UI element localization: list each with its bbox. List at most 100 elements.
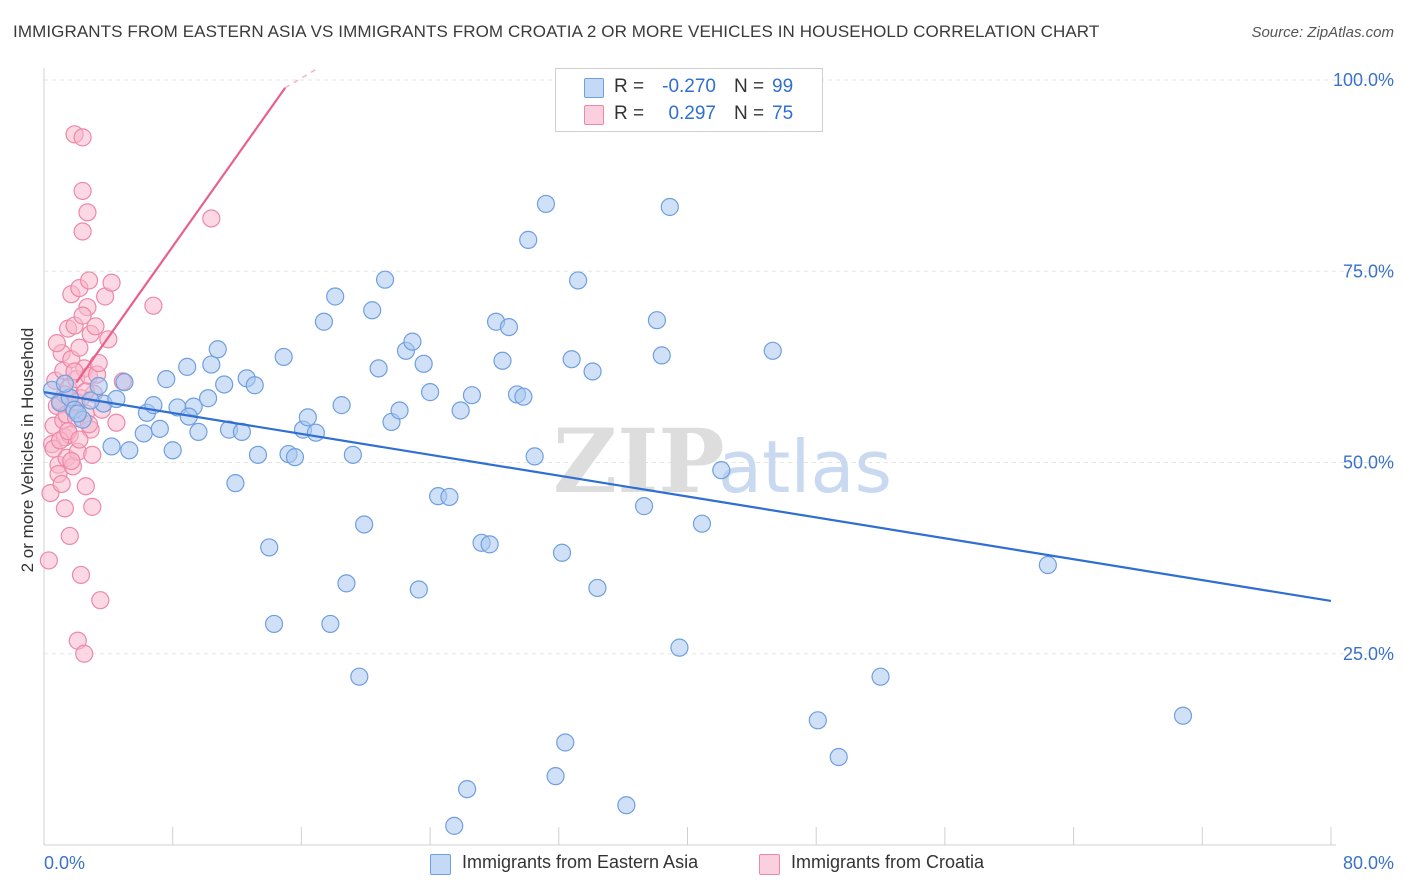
- legend-r-label: R =: [614, 103, 645, 124]
- croatia-point: [70, 430, 89, 449]
- eastern-asia-point: [89, 376, 108, 396]
- eastern-asia-point: [274, 347, 293, 367]
- eastern-asia-point: [660, 197, 679, 217]
- eastern-asia-point: [350, 667, 369, 686]
- eastern-asia-point: [569, 271, 588, 290]
- eastern-asia-point: [264, 614, 284, 634]
- eastern-asia-point: [314, 312, 334, 331]
- eastern-asia-point: [451, 401, 470, 420]
- eastern-asia-point: [321, 614, 340, 634]
- watermark-atlas: atlas: [718, 425, 892, 509]
- croatia-point: [73, 181, 92, 201]
- eastern-asia-point: [102, 437, 121, 456]
- eastern-asia-point: [458, 780, 477, 799]
- y-tick-label: 75.0%: [1343, 261, 1394, 281]
- eastern-asia-point: [157, 370, 176, 389]
- eastern-asia-point: [55, 374, 75, 393]
- eastern-asia-point: [248, 445, 268, 464]
- y-tick-label: 100.0%: [1333, 70, 1394, 90]
- eastern-asia-point: [150, 419, 169, 438]
- eastern-asia-point: [208, 340, 227, 359]
- eastern-asia-point: [462, 386, 482, 405]
- croatia-point: [73, 128, 92, 147]
- eastern-asia-point: [525, 447, 544, 466]
- croatia-point: [75, 644, 94, 663]
- eastern-asia-point: [326, 287, 345, 306]
- eastern-asia-point: [189, 422, 208, 441]
- eastern-asia-point: [763, 341, 782, 360]
- grid-lines: [44, 79, 1391, 655]
- eastern-asia-point: [536, 194, 556, 214]
- eastern-asia-point: [409, 580, 428, 599]
- legend-n-value: 75: [772, 103, 794, 124]
- croatia-point: [73, 222, 92, 241]
- croatia-point: [83, 497, 102, 516]
- eastern-asia-point: [355, 515, 374, 534]
- croatia-point: [79, 271, 99, 290]
- eastern-asia-point: [178, 357, 197, 376]
- croatia-point: [86, 317, 105, 336]
- eastern-asia-point: [215, 375, 234, 394]
- eastern-asia-point: [546, 767, 565, 786]
- y-axis-label-container: 2 or more Vehicles in Household: [14, 290, 42, 610]
- eastern-asia-point: [403, 332, 422, 351]
- eastern-asia-point: [440, 487, 459, 507]
- croatia-point: [47, 334, 66, 353]
- watermark-zip: ZIP: [553, 409, 725, 513]
- croatia-trend-extension: [284, 67, 318, 89]
- eastern-asia-point: [499, 317, 519, 337]
- eastern-asia-point: [514, 387, 533, 406]
- eastern-asia-point: [369, 359, 388, 378]
- x-tick-label-min: 0.0%: [44, 853, 85, 873]
- eastern-asia-trend-line: [43, 391, 1332, 603]
- croatia-point: [83, 445, 102, 464]
- blue-swatch-icon: [584, 78, 604, 98]
- eastern-asia-point: [583, 362, 602, 381]
- pink-swatch-icon: [584, 105, 604, 125]
- eastern-asia-point: [829, 747, 848, 767]
- eastern-asia-point: [670, 638, 689, 657]
- y-tick-label: 50.0%: [1343, 453, 1394, 473]
- eastern-asia-point: [306, 423, 325, 442]
- stats-legend: R = -0.270 N = 99 R = 0.297 N = 75: [555, 68, 823, 132]
- croatia-point: [71, 565, 91, 585]
- legend-n-value: 99: [772, 76, 794, 97]
- eastern-asia-point: [617, 796, 636, 815]
- legend-r-label: R =: [614, 76, 645, 97]
- croatia-point: [107, 413, 126, 432]
- eastern-asia-point: [552, 543, 572, 562]
- eastern-asia-point: [519, 230, 538, 249]
- eastern-asia-point: [115, 373, 134, 392]
- eastern-asia-point: [871, 667, 890, 686]
- croatia-point: [144, 296, 163, 315]
- croatia-point: [102, 273, 121, 292]
- y-axis-label: 2 or more Vehicles in Household: [18, 327, 37, 573]
- x-tick-label-max: 80.0%: [1343, 853, 1394, 873]
- eastern-asia-point: [1038, 555, 1057, 575]
- eastern-asia-point: [375, 270, 395, 289]
- y-tick-label: 25.0%: [1343, 644, 1394, 664]
- croatia-point: [52, 474, 71, 494]
- bottom-legend-label: Immigrants from Croatia: [791, 852, 985, 872]
- source-label: Source: ZipAtlas.com: [1251, 24, 1394, 41]
- trend-lines: [43, 67, 1332, 603]
- eastern-asia-point: [68, 404, 87, 423]
- eastern-asia-point: [692, 514, 712, 533]
- croatia-point: [70, 338, 89, 357]
- croatia-point: [60, 526, 79, 546]
- croatia-point: [89, 353, 108, 373]
- eastern-asia-point: [245, 376, 264, 395]
- croatia-point: [76, 477, 95, 496]
- eastern-asia-point: [226, 474, 245, 493]
- croatia-point: [202, 209, 221, 228]
- tick-labels: 25.0% 50.0% 75.0% 100.0% 0.0% 80.0%: [44, 70, 1394, 873]
- eastern-asia-point: [285, 448, 305, 467]
- legend-n-label: N =: [734, 103, 765, 124]
- croatia-point: [78, 203, 97, 222]
- eastern-asia-point: [343, 445, 362, 464]
- eastern-asia-points: [42, 70, 1193, 835]
- croatia-trend-line: [75, 87, 287, 384]
- eastern-asia-point: [363, 301, 382, 320]
